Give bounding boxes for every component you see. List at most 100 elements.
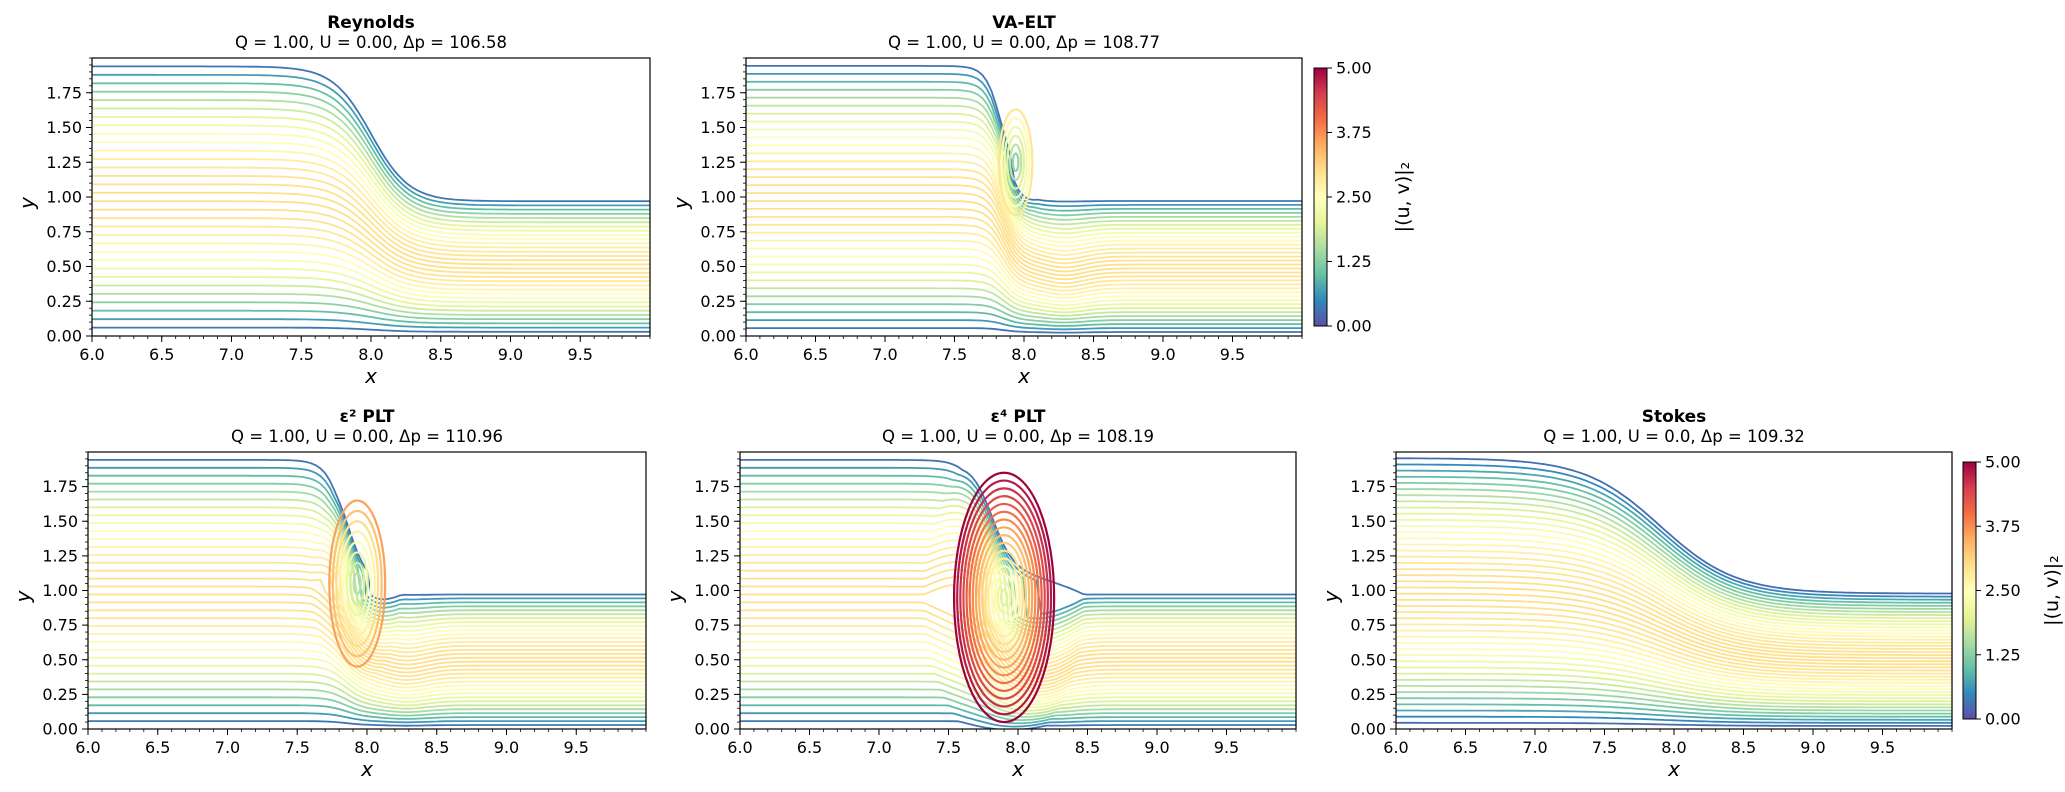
- x-tick-label: 9.5: [568, 345, 593, 364]
- y-tick-label: 0.75: [700, 222, 736, 241]
- y-tick-label: 0.50: [694, 650, 730, 669]
- streamline: [1396, 574, 1952, 653]
- vortex-ring: [1011, 152, 1020, 173]
- streamline: [92, 90, 650, 215]
- streamline: [92, 116, 650, 228]
- x-tick-label: 9.5: [564, 738, 589, 757]
- streamline: [746, 200, 1302, 277]
- panel-subtitle: Q = 1.00, U = 0.00, Δp = 110.96: [231, 427, 503, 446]
- y-tick-label: 0.25: [46, 292, 82, 311]
- streamline: [746, 96, 1302, 221]
- streamlines: [746, 65, 1302, 334]
- y-tick-label: 1.50: [700, 118, 736, 137]
- y-tick-label: 1.00: [694, 581, 730, 600]
- colorbar: 0.00 1.25 2.50 3.75 5.00 |(u, v)|₂: [1313, 59, 1414, 336]
- x-tick-label: 7.5: [1592, 738, 1617, 757]
- x-axis-label: x: [1667, 757, 1680, 781]
- y-tick-label: 0.75: [1350, 616, 1386, 635]
- vortex-ring: [997, 108, 1034, 217]
- x-axis-label: x: [1017, 364, 1030, 388]
- streamline: [1396, 482, 1952, 607]
- streamline: [746, 152, 1302, 252]
- vortex: [997, 108, 1034, 217]
- streamline: [92, 326, 650, 333]
- streamline: [740, 696, 1296, 722]
- colorbar-tick-label: 1.25: [1336, 252, 1372, 271]
- panel-subtitle: Q = 1.00, U = 0.00, Δp = 108.19: [882, 427, 1154, 446]
- vortex-ring: [1008, 143, 1023, 181]
- streamline: [740, 680, 1296, 715]
- colorbar-tick-label: 3.75: [1985, 517, 2021, 536]
- panel-eps2-plt: 6.0 6.5 7.0 7.5 8.0 8.5 9.0 9.5 0.00 0.25 0.50 0.75…: [11, 407, 647, 781]
- x-tick-label: 8.5: [428, 345, 453, 364]
- x-tick-label: 9.5: [1220, 345, 1245, 364]
- streamline: [740, 474, 1296, 620]
- streamline: [746, 327, 1302, 334]
- y-tick-label: 1.00: [42, 581, 78, 600]
- x-tick-label: 8.0: [354, 738, 379, 757]
- y-tick-label: 1.75: [1350, 477, 1386, 496]
- panel-title: VA-ELT: [992, 13, 1056, 33]
- vortex-ring: [987, 557, 1021, 638]
- streamline: [88, 664, 646, 703]
- y-tick-label: 0.50: [46, 257, 82, 276]
- streamline: [88, 585, 646, 666]
- streamline: [746, 279, 1302, 314]
- y-tick-label: 1.75: [46, 83, 82, 102]
- streamline: [746, 128, 1302, 239]
- streamline: [88, 617, 646, 681]
- streamline: [740, 546, 1296, 661]
- vortex: [952, 471, 1056, 724]
- vortex-ring: [959, 487, 1049, 708]
- streamline: [1396, 715, 1952, 724]
- y-tick-label: 1.25: [700, 153, 736, 172]
- streamlines: [1396, 457, 1952, 727]
- streamline: [746, 311, 1302, 327]
- streamline: [92, 301, 650, 321]
- streamline: [1396, 506, 1952, 619]
- streamline: [1396, 568, 1952, 650]
- streamline: [746, 295, 1302, 320]
- streamline: [88, 601, 646, 674]
- panel-reynolds: 6.0 6.5 7.0 7.5 8.0 8.5 9.0 9.5 0.00 0.25 0.50 0.75…: [15, 13, 651, 388]
- streamline: [88, 649, 646, 696]
- y-axis-label: y: [1319, 589, 1343, 603]
- streamline: [92, 107, 650, 224]
- streamline: [1396, 586, 1952, 660]
- streamline: [88, 641, 646, 692]
- colorbar-tick-label: 0.00: [1336, 317, 1372, 336]
- streamline: [746, 319, 1302, 331]
- streamline: [92, 267, 650, 304]
- streamline: [740, 641, 1296, 700]
- vortex-ring: [331, 509, 383, 658]
- streamline: [92, 124, 650, 232]
- streamline: [1396, 549, 1952, 641]
- colorbar: 0.00 1.25 2.50 3.75 5.00 |(u, v)|₂: [1962, 453, 2063, 729]
- vortex-ring: [965, 502, 1043, 693]
- colorbar-tick-label: 3.75: [1336, 123, 1372, 142]
- panel-subtitle: Q = 1.00, U = 0.0, Δp = 109.32: [1543, 427, 1804, 446]
- y-tick-label: 1.25: [694, 546, 730, 565]
- panel-title: ε² PLT: [340, 407, 395, 427]
- x-tick-label: 8.5: [424, 738, 449, 757]
- streamline: [1396, 494, 1952, 613]
- y-tick-label: 1.50: [42, 512, 78, 531]
- x-axis-label: x: [364, 364, 377, 388]
- streamline: [92, 250, 650, 295]
- colorbar-gradient: [1962, 461, 1977, 720]
- streamline: [740, 525, 1296, 650]
- x-tick-label: 8.0: [1011, 345, 1036, 364]
- streamline: [92, 175, 650, 257]
- x-tick-label: 8.5: [1731, 738, 1756, 757]
- vortex-ring: [974, 526, 1034, 669]
- y-tick-label: 1.00: [46, 188, 82, 207]
- streamline: [1396, 642, 1952, 687]
- streamline: [1396, 691, 1952, 712]
- panel-subtitle: Q = 1.00, U = 0.00, Δp = 108.77: [888, 33, 1160, 52]
- streamline: [92, 158, 650, 249]
- vortex-ring: [996, 580, 1012, 615]
- streamline: [746, 287, 1302, 317]
- x-tick-label: 7.0: [872, 345, 897, 364]
- x-tick-label: 8.5: [1081, 345, 1106, 364]
